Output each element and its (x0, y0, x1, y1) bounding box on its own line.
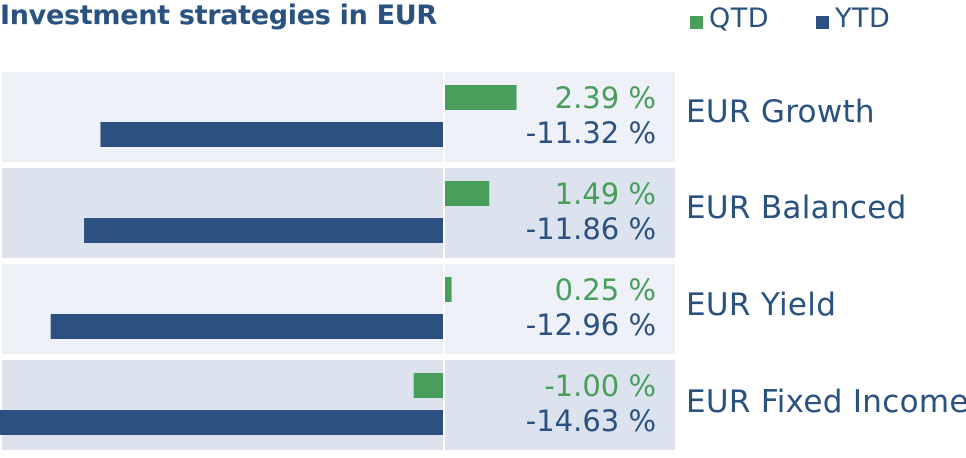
legend-swatch-qtd (690, 15, 703, 29)
bar-ytd-growth (100, 122, 445, 147)
data-label-qtd-balanced: 1.49 % (555, 177, 656, 211)
bar-qtd-yield (444, 277, 452, 302)
bar-qtd-balanced (444, 181, 490, 206)
bar-qtd-growth (444, 85, 517, 110)
legend-item-qtd: QTD (690, 1, 769, 35)
bar-ytd-balanced (84, 218, 445, 243)
data-label-qtd-fixed-income: -1.00 % (544, 369, 656, 403)
bar-ytd-yield (50, 314, 444, 339)
category-label-yield: EUR Yield (686, 287, 837, 323)
legend-label-ytd: YTD (835, 2, 891, 34)
data-label-qtd-growth: 2.39 % (555, 81, 656, 115)
legend-label-qtd: QTD (709, 2, 770, 34)
bar-qtd-fixed-income (413, 373, 444, 398)
category-label-fixed-income: EUR Fixed Income (686, 384, 966, 420)
legend-swatch-ytd (816, 15, 829, 29)
legend-item-ytd: YTD (816, 1, 890, 35)
chart-title: Investment strategies in EUR (0, 0, 437, 31)
bar-ytd-fixed-income (0, 410, 444, 435)
data-label-qtd-yield: 0.25 % (555, 273, 656, 307)
data-label-ytd-fixed-income: -14.63 % (526, 404, 656, 438)
category-label-growth: EUR Growth (686, 94, 875, 130)
data-label-ytd-balanced: -11.86 % (526, 212, 656, 246)
category-label-balanced: EUR Balanced (686, 190, 907, 226)
data-label-ytd-growth: -11.32 % (526, 116, 656, 150)
data-label-ytd-yield: -12.96 % (526, 308, 656, 342)
